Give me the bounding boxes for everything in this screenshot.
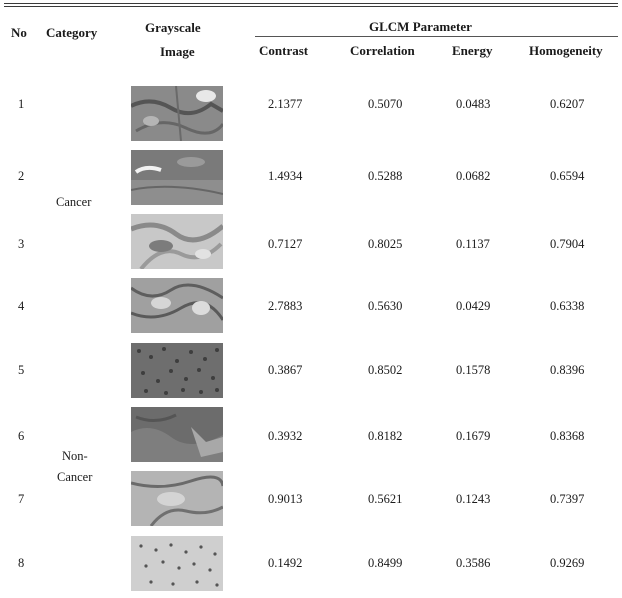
row-8-contrast: 0.1492 xyxy=(268,556,303,570)
category-cancer: Cancer xyxy=(56,195,92,209)
row-7-contrast: 0.9013 xyxy=(268,492,303,506)
row-2-correlation: 0.5288 xyxy=(368,169,403,183)
row-3-no: 3 xyxy=(18,237,25,251)
row-4-grayscale-image xyxy=(131,278,223,333)
row-1-contrast: 2.1377 xyxy=(268,97,303,111)
row-8-energy: 0.3586 xyxy=(456,556,491,570)
row-5-no: 5 xyxy=(18,363,25,377)
header-homogeneity: Homogeneity xyxy=(529,43,603,58)
row-6-correlation: 0.8182 xyxy=(368,429,403,443)
row-1-energy: 0.0483 xyxy=(456,97,491,111)
row-3-contrast: 0.7127 xyxy=(268,237,303,251)
row-5-homogeneity: 0.8396 xyxy=(550,363,585,377)
row-6-grayscale-image xyxy=(131,407,223,462)
row-7-energy: 0.1243 xyxy=(456,492,491,506)
row-2-grayscale-image xyxy=(131,150,223,205)
row-8-grayscale-image xyxy=(131,536,223,591)
row-1-homogeneity: 0.6207 xyxy=(550,97,585,111)
row-7-grayscale-image xyxy=(131,471,223,526)
row-6-energy: 0.1679 xyxy=(456,429,491,443)
header-energy: Energy xyxy=(452,43,493,58)
row-4-no: 4 xyxy=(18,299,25,313)
row-8-correlation: 0.8499 xyxy=(368,556,403,570)
row-7-correlation: 0.5621 xyxy=(368,492,403,506)
row-8-no: 8 xyxy=(18,556,25,570)
row-2-homogeneity: 0.6594 xyxy=(550,169,585,183)
row-7-no: 7 xyxy=(18,492,25,506)
row-6-no: 6 xyxy=(18,429,25,443)
header-contrast: Contrast xyxy=(259,43,309,58)
header-no: No xyxy=(11,25,27,40)
row-2-no: 2 xyxy=(18,169,25,183)
row-4-contrast: 2.7883 xyxy=(268,299,303,313)
row-8-homogeneity: 0.9269 xyxy=(550,556,585,570)
row-2-energy: 0.0682 xyxy=(456,169,491,183)
row-2-contrast: 1.4934 xyxy=(268,169,303,183)
row-5-contrast: 0.3867 xyxy=(268,363,303,377)
table-top-rule-double xyxy=(4,6,618,7)
header-category: Category xyxy=(46,25,98,40)
header-correlation: Correlation xyxy=(350,43,415,58)
row-5-grayscale-image xyxy=(131,343,223,398)
header-image-line2: Image xyxy=(160,44,195,59)
header-image-line1: Grayscale xyxy=(145,20,201,35)
category-noncancer-line2: Cancer xyxy=(57,470,93,484)
row-4-energy: 0.0429 xyxy=(456,299,491,313)
category-noncancer-line1: Non- xyxy=(62,449,88,463)
row-3-grayscale-image xyxy=(131,214,223,269)
row-5-energy: 0.1578 xyxy=(456,363,491,377)
row-3-energy: 0.1137 xyxy=(456,237,490,251)
row-3-homogeneity: 0.7904 xyxy=(550,237,585,251)
row-4-homogeneity: 0.6338 xyxy=(550,299,585,313)
table-top-rule xyxy=(4,3,618,4)
row-1-no: 1 xyxy=(18,97,25,111)
row-6-homogeneity: 0.8368 xyxy=(550,429,585,443)
row-1-correlation: 0.5070 xyxy=(368,97,403,111)
header-group-rule xyxy=(255,36,618,37)
row-6-contrast: 0.3932 xyxy=(268,429,303,443)
row-1-grayscale-image xyxy=(131,86,223,141)
row-3-correlation: 0.8025 xyxy=(368,237,403,251)
row-7-homogeneity: 0.7397 xyxy=(550,492,585,506)
row-5-correlation: 0.8502 xyxy=(368,363,403,377)
row-4-correlation: 0.5630 xyxy=(368,299,403,313)
header-glcm-parameter: GLCM Parameter xyxy=(369,19,472,34)
